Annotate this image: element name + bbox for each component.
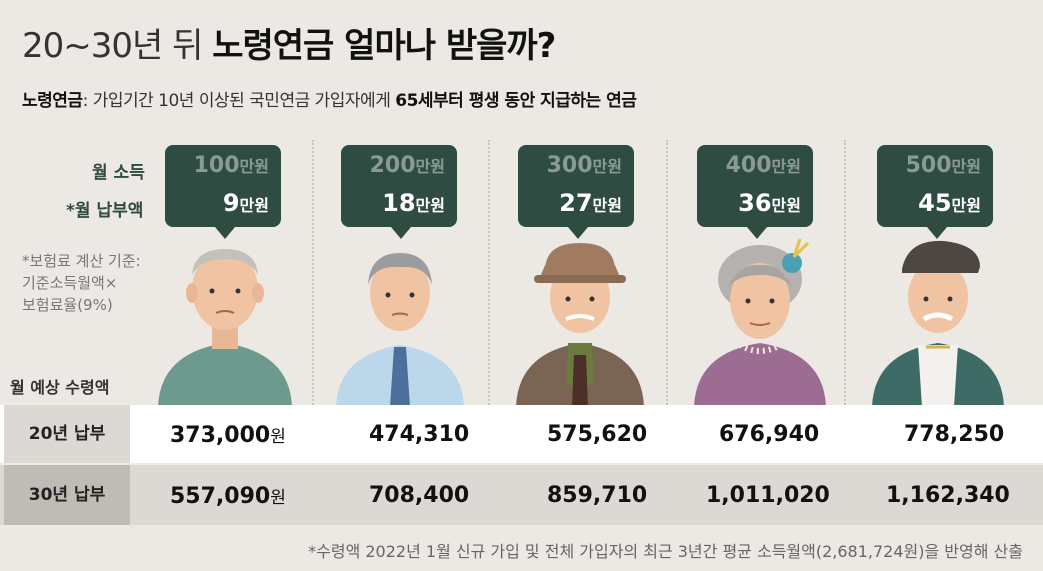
divider [844, 140, 846, 408]
row-label: 30년 납부 [4, 465, 130, 525]
title-light: 20~30년 뒤 [22, 26, 203, 66]
page-title: 20~30년 뒤 노령연금 얼마나 받을까? [22, 18, 556, 67]
subtitle-text: 가입기간 10년 이상된 국민연금 가입자에게 [92, 91, 396, 111]
receive-label: 월 예상 수령액 [10, 378, 110, 397]
elderly-man-illustration [516, 243, 644, 407]
income-value: 100만원 [193, 153, 269, 178]
calc-note-line: 보험료율(9%) [22, 296, 113, 314]
value-cell: 859,710 [547, 483, 648, 508]
divider [666, 140, 668, 408]
value-cell: 1,162,340 [886, 483, 1010, 508]
subtitle-colon: : [82, 91, 93, 111]
bubble-100: 100만원 9만원 [165, 145, 281, 239]
payment-label: *월 납부액 [66, 201, 144, 221]
divider [312, 140, 314, 408]
row-30-years: 30년 납부 557,090원 708,400 859,710 1,011,02… [0, 465, 1043, 525]
elderly-man-illustration [158, 249, 292, 407]
subtitle: 노령연금: 가입기간 10년 이상된 국민연금 가입자에게 65세부터 평생 동… [22, 86, 637, 111]
income-label: 월 소득 [92, 163, 145, 183]
bubble-200: 200만원 18만원 [341, 145, 457, 239]
income-value: 200만원 [369, 153, 445, 178]
subtitle-term: 노령연금 [22, 91, 83, 111]
subtitle-bold: 65세부터 평생 동안 지급하는 연금 [395, 91, 637, 111]
value-cell: 474,310 [369, 422, 470, 447]
bubble-300: 300만원 27만원 [518, 145, 634, 239]
value-cell: 575,620 [547, 422, 648, 447]
value-cell: 557,090원 [170, 484, 286, 509]
income-value: 300만원 [546, 153, 622, 178]
value-cell: 1,011,020 [706, 483, 830, 508]
calc-note: *보험료 계산 기준: 기준소득월액× 보험료율(9%) [22, 250, 141, 316]
row-20-years: 20년 납부 373,000원 474,310 575,620 676,940 … [0, 405, 1043, 463]
footnote: *수령액 2022년 1월 신규 가입 및 전체 가입자의 최근 3년간 평균 … [308, 542, 1023, 561]
value-cell: 373,000원 [170, 423, 286, 448]
payment-value: 45만원 [918, 189, 981, 217]
divider [488, 140, 490, 408]
elderly-woman-illustration [694, 238, 826, 407]
value-cell: 676,940 [719, 422, 820, 447]
calc-note-line: 기준소득월액× [22, 274, 118, 292]
income-value: 500만원 [905, 153, 981, 178]
calc-note-line: *보험료 계산 기준: [22, 252, 141, 270]
payment-value: 36만원 [738, 189, 801, 217]
payment-value: 18만원 [382, 189, 445, 217]
elderly-man-illustration [872, 240, 1004, 407]
income-value: 400만원 [725, 153, 801, 178]
payment-value: 9만원 [222, 189, 269, 217]
title-bold: 노령연금 얼마나 받을까? [212, 26, 556, 66]
value-cell: 778,250 [904, 422, 1005, 447]
row-label: 20년 납부 [4, 405, 130, 463]
bubble-500: 500만원 45만원 [877, 145, 993, 239]
value-cell: 708,400 [369, 483, 470, 508]
elderly-man-illustration [336, 253, 464, 407]
bubble-400: 400만원 36만원 [697, 145, 813, 239]
payment-value: 27만원 [559, 189, 622, 217]
